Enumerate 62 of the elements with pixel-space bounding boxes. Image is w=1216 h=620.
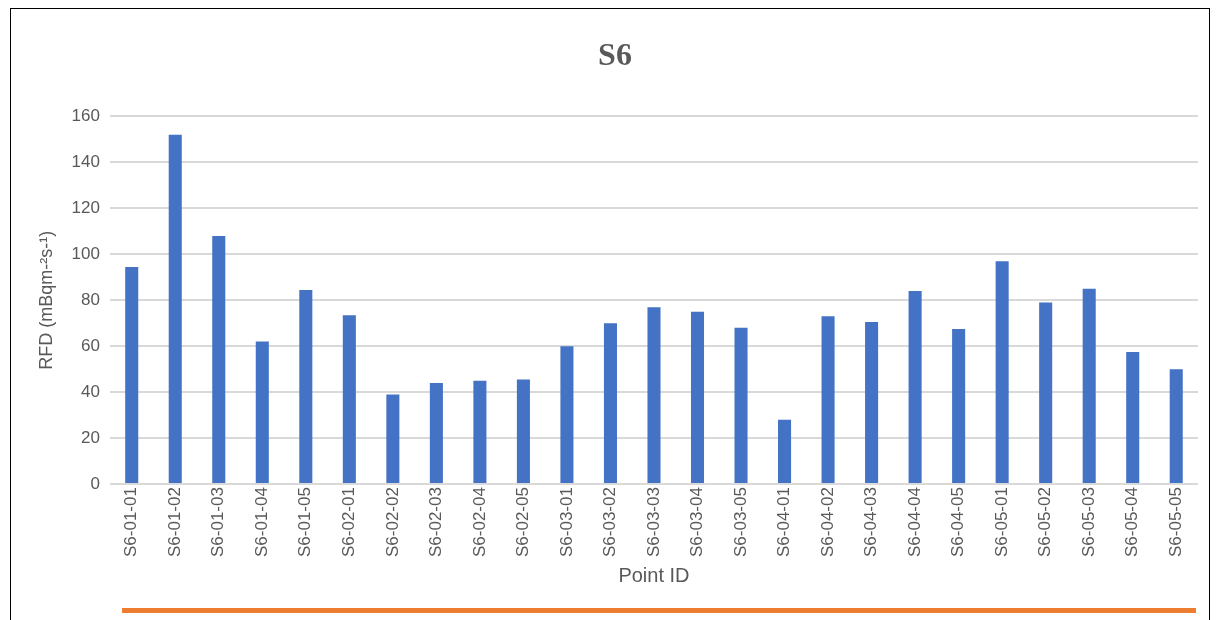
- x-tick-label: S6-01-01: [121, 487, 141, 557]
- bar: [1126, 351, 1140, 484]
- x-tick-label: S6-04-05: [948, 487, 968, 557]
- bar: [603, 323, 617, 484]
- x-tick-label: S6-02-02: [382, 487, 402, 557]
- bar: [778, 419, 792, 484]
- y-tick-label: 100: [71, 243, 100, 263]
- x-tick-label: S6-03-04: [687, 487, 707, 557]
- x-tick-label: S6-03-05: [730, 487, 750, 557]
- bar: [125, 266, 139, 484]
- bar: [647, 307, 661, 484]
- x-tick-label: S6-01-05: [295, 487, 315, 557]
- x-tick-label: S6-03-02: [600, 487, 620, 557]
- bar: [865, 322, 879, 484]
- bar: [473, 380, 487, 484]
- bar: [995, 261, 1009, 484]
- bar: [734, 327, 748, 484]
- bar: [212, 235, 226, 484]
- bar: [429, 382, 443, 484]
- bar: [1169, 369, 1183, 484]
- x-tick-label: S6-01-04: [251, 487, 271, 557]
- bar: [560, 346, 574, 484]
- x-tick-label: S6-04-01: [774, 487, 794, 557]
- y-tick-label: 40: [81, 381, 100, 401]
- chart-title: S6: [598, 36, 632, 73]
- x-tick-label: S6-02-04: [469, 487, 489, 557]
- y-tick-label: 160: [71, 106, 100, 126]
- x-tick-label: S6-05-02: [1035, 487, 1055, 557]
- x-tick-label: S6-02-01: [339, 487, 359, 557]
- bar: [908, 291, 922, 484]
- bar: [255, 341, 269, 484]
- bar: [1039, 302, 1053, 484]
- x-tick-label: S6-05-03: [1078, 487, 1098, 557]
- y-tick-label: 120: [71, 198, 100, 217]
- y-axis-title: RFD (mBqm-²s-¹): [35, 230, 56, 370]
- x-axis-title: Point ID: [618, 563, 690, 586]
- bar: [386, 394, 400, 484]
- y-tick-label: 80: [81, 289, 100, 309]
- y-tick-label: 20: [81, 427, 100, 447]
- bar: [299, 289, 313, 484]
- bar: [821, 316, 835, 484]
- y-tick-label: 60: [81, 335, 100, 355]
- x-tick-label: S6-05-04: [1122, 487, 1142, 557]
- x-tick-label: S6-05-01: [991, 487, 1011, 557]
- x-tick-label: S6-02-05: [513, 487, 533, 557]
- x-tick-label: S6-01-02: [164, 487, 184, 557]
- x-tick-label: S6-03-01: [556, 487, 576, 557]
- x-tick-label: S6-02-03: [426, 487, 446, 557]
- bar: [168, 134, 182, 484]
- bar: [1082, 288, 1096, 484]
- bar: [952, 328, 966, 484]
- x-tick-label: S6-04-03: [861, 487, 881, 557]
- x-tick-label: S6-03-03: [643, 487, 663, 557]
- bar: [690, 311, 705, 484]
- bar: [342, 315, 356, 484]
- y-tick-label: 0: [90, 473, 100, 493]
- y-tick-label: 140: [71, 152, 100, 172]
- bar: [516, 379, 530, 484]
- x-tick-label: S6-05-05: [1165, 487, 1185, 557]
- x-tick-label: S6-01-03: [208, 487, 228, 557]
- x-tick-label: S6-04-04: [904, 487, 924, 557]
- x-tick-label: S6-04-02: [817, 487, 837, 557]
